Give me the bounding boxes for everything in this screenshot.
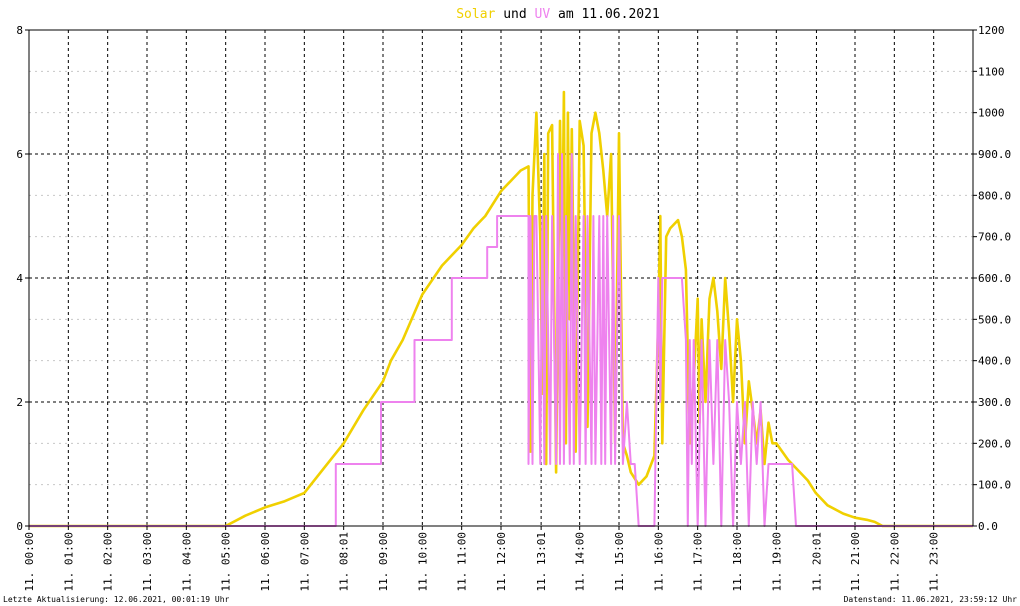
- title-part-2: UV: [535, 7, 551, 22]
- x-tick-label: 11. 04:00: [180, 532, 193, 592]
- x-tick-label: 11. 17:00: [692, 532, 705, 592]
- y-left-tick-label: 0: [16, 520, 23, 533]
- footer-left: Letzte Aktualisierung: 12.06.2021, 00:01…: [3, 595, 230, 604]
- x-tick-label: 11. 02:00: [102, 532, 115, 592]
- x-tick-label: 11. 10:00: [416, 532, 429, 592]
- x-tick-label: 11. 19:00: [770, 532, 783, 592]
- y-left-tick-label: 4: [16, 272, 23, 285]
- x-tick-label: 11. 07:00: [298, 532, 311, 592]
- x-tick-label: 11. 21:00: [849, 532, 862, 592]
- x-tick-label: 11. 13:01: [535, 532, 548, 592]
- chart-title: Solar und UV am 11.06.2021: [456, 7, 660, 22]
- x-axis: 11. 00:00 11. 01:00 11. 02:00 11. 03:00 11. …: [23, 526, 941, 592]
- y-left-tick-label: 8: [16, 24, 23, 37]
- x-tick-label: 11. 22:00: [888, 532, 901, 592]
- y-right-tick-label: 1100: [978, 65, 1005, 78]
- x-tick-label: 11. 11:00: [456, 532, 469, 592]
- x-tick-label: 11. 05:00: [220, 532, 233, 592]
- x-tick-label: 11. 20:01: [811, 532, 824, 592]
- x-tick-label: 11. 23:00: [928, 532, 941, 592]
- x-tick-label: 11. 01:00: [62, 532, 75, 592]
- y-axis-left: 0 2 4 6 8: [16, 24, 29, 533]
- y-right-tick-label: 1200: [978, 24, 1005, 37]
- y-right-tick-label: 700.0: [978, 231, 1011, 244]
- x-tick-label: 11. 00:00: [23, 532, 36, 592]
- x-tick-label: 11. 06:00: [259, 532, 272, 592]
- x-tick-label: 11. 16:00: [652, 532, 665, 592]
- series-layer: [29, 90, 973, 528]
- x-tick-label: 11. 08:01: [338, 532, 351, 592]
- y-right-tick-label: 0.0: [978, 520, 998, 533]
- y-right-tick-label: 900.0: [978, 148, 1011, 161]
- x-tick-label: 11. 14:00: [574, 532, 587, 592]
- y-right-tick-label: 1000: [978, 107, 1005, 120]
- x-tick-label: 11. 12:00: [495, 532, 508, 592]
- y-left-tick-label: 2: [16, 396, 23, 409]
- title-part-3: am 11.06.2021: [550, 7, 660, 22]
- y-right-tick-label: 400.0: [978, 355, 1011, 368]
- x-tick-label: 11. 18:00: [731, 532, 744, 592]
- y-right-tick-label: 300.0: [978, 396, 1011, 409]
- y-right-tick-label: 800.0: [978, 189, 1011, 202]
- footer-right: Datenstand: 11.06.2021, 23:59:12 Uhr: [844, 595, 1018, 604]
- x-tick-label: 11. 15:00: [613, 532, 626, 592]
- y-right-tick-label: 600.0: [978, 272, 1011, 285]
- y-right-tick-label: 100.0: [978, 479, 1011, 492]
- title-part-0: Solar: [456, 7, 495, 22]
- y-left-tick-label: 6: [16, 148, 23, 161]
- y-right-tick-label: 500.0: [978, 313, 1011, 326]
- y-right-tick-label: 200.0: [978, 437, 1011, 450]
- x-tick-label: 11. 03:00: [141, 532, 154, 592]
- x-tick-label: 11. 09:00: [377, 532, 390, 592]
- series-uv-line: [29, 153, 973, 527]
- title-part-1: und: [495, 7, 534, 22]
- grid: [29, 30, 973, 526]
- y-axis-right: 0.0 100.0 200.0 300.0 400.0 500.0 600.0 700.0 80…: [973, 24, 1011, 533]
